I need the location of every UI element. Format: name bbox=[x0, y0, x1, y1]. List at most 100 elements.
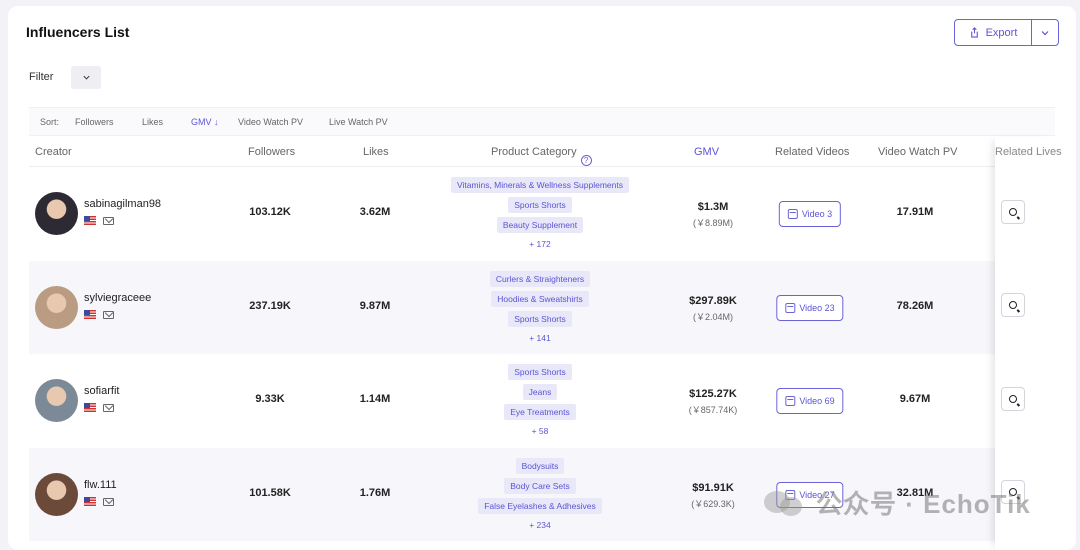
category-tag[interactable]: False Eyelashes & Adhesives bbox=[478, 498, 602, 514]
mail-icon[interactable] bbox=[103, 311, 114, 319]
likes-value: 1.14M bbox=[359, 393, 391, 405]
mail-icon[interactable] bbox=[103, 404, 114, 412]
table-row: sylviegraceee 237.19K 9.87M Curlers & St… bbox=[29, 261, 1055, 354]
related-videos-button[interactable]: Video 23 bbox=[776, 295, 844, 321]
category-tag[interactable]: Beauty Supplement bbox=[496, 217, 584, 233]
export-dropdown-button[interactable] bbox=[1031, 19, 1059, 46]
influencers-card: Influencers List Export Filter Sort: Fol… bbox=[8, 6, 1076, 550]
col-video-watch-pv[interactable]: Video Watch PV bbox=[878, 146, 958, 158]
gmv-usd: $125.27K bbox=[689, 388, 737, 400]
related-videos-button[interactable]: Video 3 bbox=[778, 201, 842, 227]
calendar-icon bbox=[785, 396, 796, 406]
col-likes[interactable]: Likes bbox=[363, 146, 389, 158]
filter-dropdown[interactable] bbox=[71, 66, 101, 89]
category-tag[interactable]: Sports Shorts bbox=[508, 197, 572, 213]
gmv-usd: $1.3M bbox=[697, 201, 729, 213]
search-icon bbox=[1009, 208, 1017, 216]
us-flag-icon bbox=[84, 403, 96, 412]
sort-followers[interactable]: Followers bbox=[75, 117, 114, 127]
col-gmv[interactable]: GMV bbox=[694, 146, 720, 158]
gmv-cny: (￥2.04M) bbox=[692, 312, 733, 322]
more-categories-link[interactable]: + 141 bbox=[529, 333, 551, 343]
gmv-cny: (￥629.3K) bbox=[691, 499, 735, 509]
video-watch-pv-value: 32.81M bbox=[896, 487, 934, 499]
help-icon[interactable]: ? bbox=[580, 155, 592, 166]
mail-icon[interactable] bbox=[103, 217, 114, 225]
calendar-icon bbox=[785, 303, 796, 313]
category-tag[interactable]: Bodysuits bbox=[515, 458, 565, 474]
avatar[interactable] bbox=[35, 286, 78, 329]
category-tag[interactable]: Eye Treatments bbox=[504, 404, 576, 420]
related-videos-button[interactable]: Video 69 bbox=[776, 388, 844, 414]
more-categories-link[interactable]: + 172 bbox=[529, 239, 551, 249]
creator-name[interactable]: sylviegraceee bbox=[84, 292, 152, 304]
related-videos-label: Video 69 bbox=[799, 396, 835, 406]
action-search-button[interactable] bbox=[1001, 480, 1025, 504]
action-search-button[interactable] bbox=[1001, 387, 1025, 411]
avatar[interactable] bbox=[35, 473, 78, 516]
col-action: Related Lives bbox=[995, 146, 1062, 158]
calendar-icon bbox=[787, 209, 798, 219]
mail-icon[interactable] bbox=[103, 498, 114, 506]
table-row: sabinagilman98 103.12K 3.62M Vitamins, M… bbox=[29, 167, 1055, 260]
category-tag[interactable]: Hoodies & Sweatshirts bbox=[491, 291, 589, 307]
video-watch-pv-value: 78.26M bbox=[896, 300, 934, 312]
gmv-cny: (￥8.89M) bbox=[692, 218, 734, 228]
us-flag-icon bbox=[84, 216, 96, 225]
gmv-cny: (￥857.74K) bbox=[688, 405, 738, 415]
creator-name[interactable]: sabinagilman98 bbox=[84, 198, 162, 210]
col-product-category: Product Category? bbox=[491, 146, 592, 166]
calendar-icon bbox=[785, 490, 796, 500]
creator-name[interactable]: flw.111 bbox=[84, 479, 117, 491]
gmv-cell: $91.91K (￥629.3K) bbox=[691, 482, 735, 510]
export-label: Export bbox=[985, 26, 1018, 39]
sort-label: Sort: bbox=[40, 117, 60, 127]
category-tag[interactable]: Vitamins, Minerals & Wellness Supplement… bbox=[451, 177, 629, 193]
avatar[interactable] bbox=[35, 379, 78, 422]
category-tag[interactable]: Body Care Sets bbox=[504, 478, 576, 494]
export-button[interactable]: Export bbox=[954, 19, 1032, 46]
page-title: Influencers List bbox=[26, 24, 130, 40]
followers-value: 237.19K bbox=[249, 300, 291, 312]
category-tag[interactable]: Curlers & Straighteners bbox=[489, 271, 591, 287]
category-list: Curlers & Straighteners Hoodies & Sweatsh… bbox=[445, 271, 635, 343]
search-icon bbox=[1009, 301, 1017, 309]
col-creator: Creator bbox=[35, 146, 72, 158]
sort-bar: Sort: Followers Likes GMV ↓ Video Watch … bbox=[29, 107, 1055, 136]
us-flag-icon bbox=[84, 497, 96, 506]
watermark: 公众号 · EchoTik bbox=[764, 484, 1031, 521]
col-related-videos: Related Videos bbox=[775, 146, 850, 158]
sort-gmv[interactable]: GMV ↓ bbox=[191, 117, 219, 127]
us-flag-icon bbox=[84, 310, 96, 319]
filter-label: Filter bbox=[29, 71, 54, 83]
action-column: Related Lives bbox=[995, 137, 1062, 550]
category-list: Bodysuits Body Care Sets False Eyelashes &… bbox=[445, 458, 635, 530]
gmv-cell: $297.89K (￥2.04M) bbox=[689, 295, 737, 323]
category-tag[interactable]: Sports Shorts bbox=[508, 364, 572, 380]
table-row: sofiarfit 9.33K 1.14M Sports Shorts Jeans… bbox=[29, 354, 1055, 447]
sort-likes[interactable]: Likes bbox=[142, 117, 164, 127]
action-search-button[interactable] bbox=[1001, 293, 1025, 317]
likes-value: 1.76M bbox=[359, 487, 391, 499]
gmv-usd: $297.89K bbox=[689, 295, 737, 307]
video-watch-pv-value: 9.67M bbox=[899, 393, 931, 405]
followers-value: 101.58K bbox=[249, 487, 291, 499]
sort-video-watch-pv[interactable]: Video Watch PV bbox=[238, 117, 304, 127]
action-search-button[interactable] bbox=[1001, 200, 1025, 224]
likes-value: 3.62M bbox=[359, 206, 391, 218]
more-categories-link[interactable]: + 234 bbox=[529, 520, 551, 530]
avatar[interactable] bbox=[35, 192, 78, 235]
sort-live-watch-pv[interactable]: Live Watch PV bbox=[329, 117, 388, 127]
followers-value: 9.33K bbox=[255, 393, 285, 405]
search-icon bbox=[1009, 488, 1017, 496]
col-followers[interactable]: Followers bbox=[248, 146, 296, 158]
gmv-usd: $91.91K bbox=[692, 482, 734, 494]
category-tag[interactable]: Sports Shorts bbox=[508, 311, 572, 327]
wechat-icon bbox=[764, 489, 808, 517]
related-videos-button[interactable]: Video 27 bbox=[776, 482, 844, 508]
category-tag[interactable]: Jeans bbox=[522, 384, 558, 400]
related-videos-label: Video 3 bbox=[801, 209, 833, 219]
video-watch-pv-value: 17.91M bbox=[896, 206, 934, 218]
more-categories-link[interactable]: + 58 bbox=[531, 426, 549, 436]
creator-name[interactable]: sofiarfit bbox=[84, 385, 120, 397]
